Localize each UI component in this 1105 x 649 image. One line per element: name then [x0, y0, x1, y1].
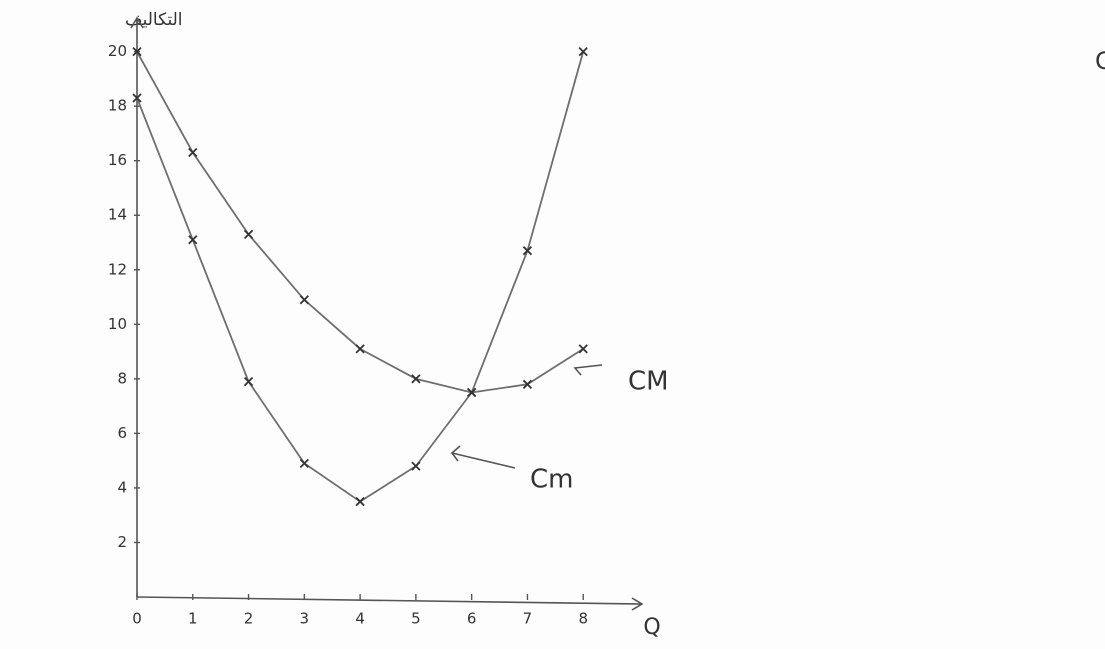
chart-title: التمثيل البياني لـ : CM و Cm: [1095, 47, 1105, 75]
x-tick-label: 7: [523, 610, 533, 628]
y-tick-label: 4: [117, 478, 127, 496]
x-tick-label: 8: [578, 610, 588, 628]
series-label: Cm: [530, 465, 573, 495]
chart: التمثيل البياني لـ : CM و Cm التكاليف Q …: [0, 0, 1105, 649]
x-axis-label: Q: [643, 615, 660, 640]
x-tick-label: 5: [411, 610, 421, 628]
x-tick-label: 4: [355, 610, 365, 628]
series-label: CM: [628, 367, 669, 397]
y-tick-label: 2: [117, 533, 127, 551]
x-tick-label: 1: [188, 610, 198, 628]
y-tick-label: 10: [108, 315, 127, 333]
y-axis-label: التكاليف: [125, 10, 183, 30]
x-tick-label: 3: [300, 610, 310, 628]
y-tick-label: 20: [108, 42, 127, 60]
y-tick-label: 6: [117, 424, 127, 442]
x-tick-label: 2: [244, 610, 254, 628]
y-tick-label: 8: [117, 369, 127, 387]
y-tick-label: 14: [108, 206, 127, 224]
x-tick-label: 0: [132, 610, 142, 628]
paper: [0, 0, 1105, 649]
x-tick-label: 6: [467, 610, 477, 628]
y-tick-label: 16: [108, 151, 127, 169]
y-tick-label: 12: [108, 260, 127, 278]
y-tick-label: 18: [108, 97, 127, 115]
